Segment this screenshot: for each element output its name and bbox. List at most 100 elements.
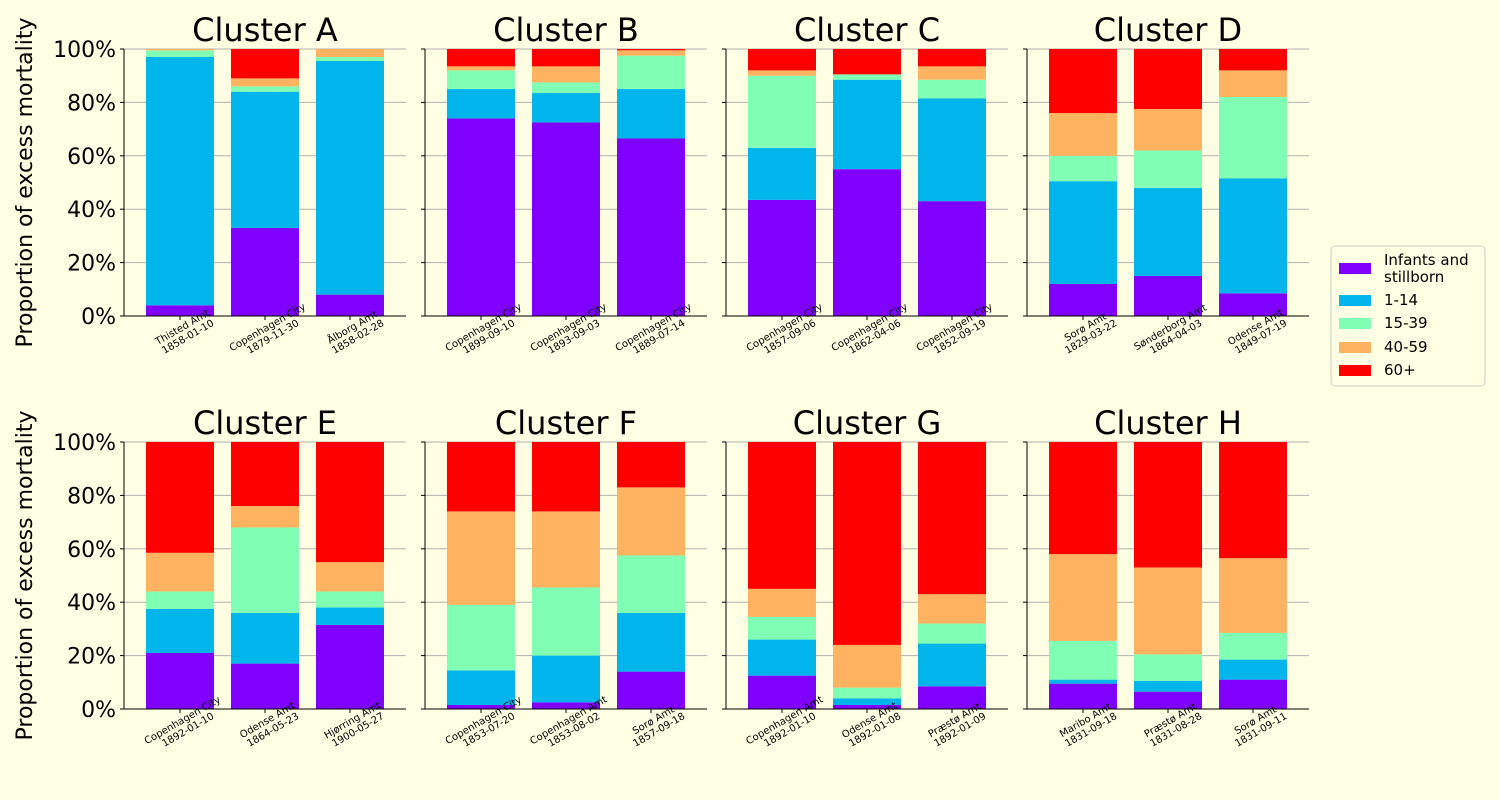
bar-segment [447, 118, 515, 316]
bar-segment [447, 442, 515, 512]
legend-swatch [1339, 318, 1371, 329]
bar-segment [617, 49, 685, 51]
y-tick-label: 60% [67, 145, 116, 170]
bar-segment [1049, 683, 1117, 709]
bar-segment [748, 588, 816, 617]
bar-segment [1219, 659, 1287, 680]
bar-segment [617, 555, 685, 613]
y-tick-label: 100% [53, 38, 116, 63]
legend-label: 40-59 [1384, 338, 1428, 356]
chart-panel-5: Copenhagen City1853-07-20 Copenhagen Amt1… [421, 404, 707, 750]
legend-swatch [1339, 365, 1371, 376]
bar-segment [1219, 442, 1287, 559]
bar-segment [617, 138, 685, 316]
bar-segment [918, 201, 986, 316]
bar-segment [918, 98, 986, 202]
bar-segment [231, 506, 299, 528]
chart-title: Cluster F [495, 404, 637, 442]
bar-segment [316, 591, 384, 608]
bar-segment [1134, 109, 1202, 151]
chart-title: Cluster D [1094, 11, 1242, 49]
bar-segment [748, 675, 816, 709]
legend: Infants and stillborn 1-14 15-39 40-59 60+ [1330, 245, 1486, 387]
bar-segment [146, 49, 214, 51]
bar-segment [231, 91, 299, 228]
bar-segment [748, 75, 816, 148]
bar-segment [316, 624, 384, 709]
bar-segment [231, 227, 299, 316]
y-tick-label: 80% [67, 91, 116, 116]
bar-segment [447, 66, 515, 71]
bar-segment [1134, 654, 1202, 681]
bar-segment [447, 604, 515, 671]
bar-segment [146, 57, 214, 306]
bar-segment [532, 82, 600, 94]
bar-segment [1219, 293, 1287, 316]
bar-segment [748, 639, 816, 676]
bar-segment [1049, 554, 1117, 641]
bar-segment [447, 704, 515, 709]
bar-segment [617, 671, 685, 709]
chart-panel-0: Thisted Amt1858-01-10 Copenhagen City1879… [53, 11, 406, 357]
bar-segment [918, 79, 986, 99]
bar-segment [1049, 640, 1117, 680]
bar-segment [918, 643, 986, 687]
y-tick-label: 20% [67, 252, 116, 277]
bar-segment [1219, 679, 1287, 709]
bar-segment [833, 644, 901, 688]
bar-segment [617, 89, 685, 139]
chart-title: Cluster H [1094, 404, 1242, 442]
bar-segment [1219, 49, 1287, 71]
bar-segment [833, 169, 901, 316]
chart-panels: Thisted Amt1858-01-10 Copenhagen City1879… [53, 11, 1309, 750]
bar-segment [231, 78, 299, 87]
bar-segment [833, 74, 901, 80]
bar-segment [447, 70, 515, 90]
bar-segment [231, 663, 299, 709]
bar-segment [748, 49, 816, 71]
bar-segment [1049, 442, 1117, 555]
bar-segment [918, 594, 986, 624]
bar-segment [532, 442, 600, 512]
bar-segment [447, 670, 515, 705]
legend-swatch [1339, 263, 1371, 274]
bar-segment [833, 687, 901, 699]
bar-segment [532, 702, 600, 709]
bar-segment [447, 511, 515, 605]
chart-title: Cluster A [192, 11, 338, 49]
bar-segment [146, 591, 214, 609]
bar-segment [316, 562, 384, 592]
bar-segment [532, 655, 600, 703]
bar-segment [617, 487, 685, 556]
chart-panel-6: Copenhagen Amt1892-01-10 Odense Amt1892-0… [722, 404, 1008, 750]
bar-segment [447, 49, 515, 67]
bar-segment [146, 608, 214, 653]
chart-title: Cluster E [193, 404, 337, 442]
bar-segment [918, 49, 986, 67]
chart-title: Cluster G [793, 404, 942, 442]
bar-segment [1049, 181, 1117, 284]
bar-segment [316, 61, 384, 295]
bar-segment [146, 50, 214, 58]
y-axis-label: Proportion of excess mortality [13, 411, 38, 741]
bar-segment [532, 587, 600, 656]
bar-segment [1049, 283, 1117, 316]
bar-segment [833, 79, 901, 170]
bar-segment [1134, 442, 1202, 568]
bar-segment [146, 552, 214, 592]
bar-segment [833, 698, 901, 705]
chart-panel-3: Sorø Amt1829-03-22 Sønderborg Amt1864-04-… [1023, 11, 1309, 357]
bar-segment [532, 511, 600, 588]
y-tick-label: 60% [67, 538, 116, 563]
bar-segment [1134, 567, 1202, 655]
bar-segment [1134, 187, 1202, 276]
y-tick-label: 0% [81, 305, 116, 330]
bar-segment [1049, 49, 1117, 114]
bar-segment [1134, 150, 1202, 188]
legend-label: 1-14 [1384, 291, 1418, 309]
bar-segment [447, 89, 515, 119]
y-tick-label: 0% [81, 698, 116, 723]
y-tick-label: 40% [67, 198, 116, 223]
bar-segment [748, 442, 816, 589]
